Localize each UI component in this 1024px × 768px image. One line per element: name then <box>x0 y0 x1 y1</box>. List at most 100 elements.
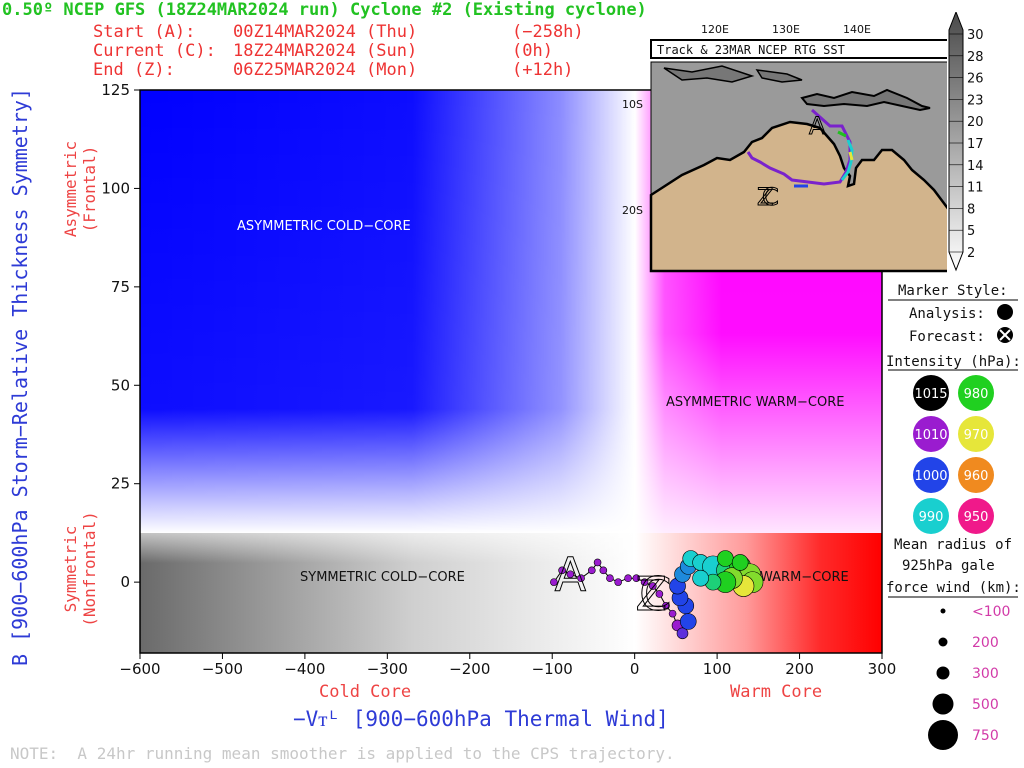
sym-cold-label: SYMMETRIC COLD−CORE <box>300 570 465 585</box>
trajectory-point <box>599 566 608 575</box>
inset-marker-z: Z <box>757 183 773 211</box>
cold-core-label: Cold Core <box>319 682 412 702</box>
colorbar-label: 20 <box>967 115 984 130</box>
sym-warm-region <box>635 533 882 653</box>
intensity-value: 990 <box>919 510 944 525</box>
colorbar-label: 30 <box>967 28 984 43</box>
sst-colorbar: 30 28 26 23 20 17 14 11 8 5 2 <box>948 12 984 272</box>
chart-title: 0.50º NCEP GFS (18Z24MAR2024 run) Cyclon… <box>2 0 647 20</box>
colorbar-label: 14 <box>967 159 984 174</box>
trajectory-point <box>577 574 585 582</box>
lon-label-120e: 120E <box>701 23 729 36</box>
x-tick-label: 100 <box>703 660 732 678</box>
intensity-swatch <box>958 375 994 411</box>
trajectory-point <box>676 627 689 640</box>
trajectory-point <box>566 570 575 579</box>
colorbar-label: 2 <box>967 246 975 261</box>
radius-swatch <box>938 637 948 647</box>
lon-label-140e: 140E <box>843 23 871 36</box>
forecast-label: Forecast: <box>909 329 985 345</box>
trajectory-point <box>692 569 709 587</box>
radius-value: <100 <box>972 604 1010 620</box>
trajectory-point <box>668 609 677 618</box>
intensity-swatch <box>913 375 949 411</box>
y-tick-label: 25 <box>111 475 130 493</box>
inset-marker-a: A <box>809 112 826 140</box>
x-tick-label: −500 <box>202 660 243 678</box>
plot-frame <box>139 89 883 654</box>
colorbar-label: 28 <box>967 50 984 65</box>
intensity-swatch <box>913 416 949 452</box>
trajectory-point <box>731 554 749 571</box>
warm-core-label: Warm Core <box>730 682 823 702</box>
start-date: 00Z14MAR2024 (Thu) <box>233 22 418 42</box>
asym-warm-label: ASYMMETRIC WARM−CORE <box>666 395 845 410</box>
marker-start-a: A <box>555 547 587 601</box>
intensity-swatch <box>913 457 949 493</box>
intensity-value: 980 <box>964 387 989 402</box>
intensity-value: 960 <box>964 469 989 484</box>
forecast-marker-icon <box>997 327 1013 343</box>
y-tick-label: 75 <box>111 278 130 296</box>
y-tick-label: 125 <box>101 81 130 99</box>
inset-track <box>746 108 852 186</box>
radius-heading-1: Mean radius of <box>894 537 1012 553</box>
trajectory-point <box>593 558 602 567</box>
end-label: End (Z): <box>93 60 175 80</box>
asymmetric-side-label: Asymmetric (Frontal) <box>61 140 99 238</box>
smoother-note: NOTE: A 24hr running mean smoother is ap… <box>10 744 675 763</box>
asym-cold-label: ASYMMETRIC COLD−CORE <box>237 219 411 234</box>
colorbar-label: 8 <box>967 202 975 217</box>
y-tick-label: 0 <box>120 573 130 591</box>
intensity-value: 1015 <box>914 387 947 402</box>
radius-swatch <box>932 693 954 715</box>
radius-swatch <box>928 720 958 750</box>
intensity-swatch <box>913 498 949 534</box>
marker-end-z: Z <box>636 567 668 621</box>
x-tick-label: 200 <box>785 660 814 678</box>
symmetric-side-label: Symmetric (Nonfrontal) <box>61 511 99 627</box>
trajectory-point <box>550 578 558 586</box>
intensity-value: 950 <box>964 510 989 525</box>
colorbar-label: 5 <box>967 224 975 239</box>
end-date: 06Z25MAR2024 (Mon) <box>233 60 418 80</box>
lon-label-130e: 130E <box>772 23 800 36</box>
radius-heading-2: 925hPa gale <box>902 558 995 574</box>
intensity-value: 970 <box>964 428 989 443</box>
y-axis-title: B [900−600hPa Storm−Relative Thickness S… <box>8 88 32 666</box>
marker-style-heading: Marker Style: <box>898 283 1008 299</box>
x-axis-title: −Vᴛᴸ [900−600hPa Thermal Wind] <box>293 707 669 731</box>
trajectory-point <box>614 578 622 586</box>
radius-value: 750 <box>972 728 999 744</box>
radius-swatch <box>936 666 950 680</box>
trajectory-point <box>679 613 697 630</box>
trajectory-point <box>606 574 614 582</box>
colorbar-label: 26 <box>967 72 984 87</box>
start-label: Start (A): <box>93 22 196 42</box>
intensity-heading: Intensity (hPa): <box>886 354 1021 370</box>
lat-label-10s: 10S <box>622 98 643 111</box>
trajectory-point <box>655 590 664 598</box>
x-tick-label: −600 <box>119 660 160 678</box>
sym-warm-label: WARM−CORE <box>760 570 849 585</box>
x-tick-label: 300 <box>868 660 897 678</box>
y-tick-label: 50 <box>111 376 130 394</box>
radius-swatch <box>940 608 946 614</box>
radius-heading-3: force wind (km): <box>886 580 1021 596</box>
x-tick-label: 0 <box>630 660 640 678</box>
radius-value: 200 <box>972 635 999 651</box>
intensity-swatch <box>958 498 994 534</box>
colorbar-label: 11 <box>967 181 984 196</box>
legend: Marker Style: Analysis: Forecast: Intens… <box>886 283 1021 750</box>
trajectory-point <box>649 582 657 590</box>
trajectory-point <box>587 566 596 575</box>
trajectory-point <box>624 574 632 582</box>
inset-title: Track & 23MAR NCEP RTG SST <box>657 43 845 57</box>
trajectory-point <box>632 574 641 582</box>
current-date: 18Z24MAR2024 (Sun) <box>233 41 418 61</box>
colorbar-label: 17 <box>967 137 984 152</box>
intensity-swatch <box>958 457 994 493</box>
current-label: Current (C): <box>93 41 216 61</box>
trajectory-point <box>662 601 670 610</box>
radius-value: 500 <box>972 697 999 713</box>
